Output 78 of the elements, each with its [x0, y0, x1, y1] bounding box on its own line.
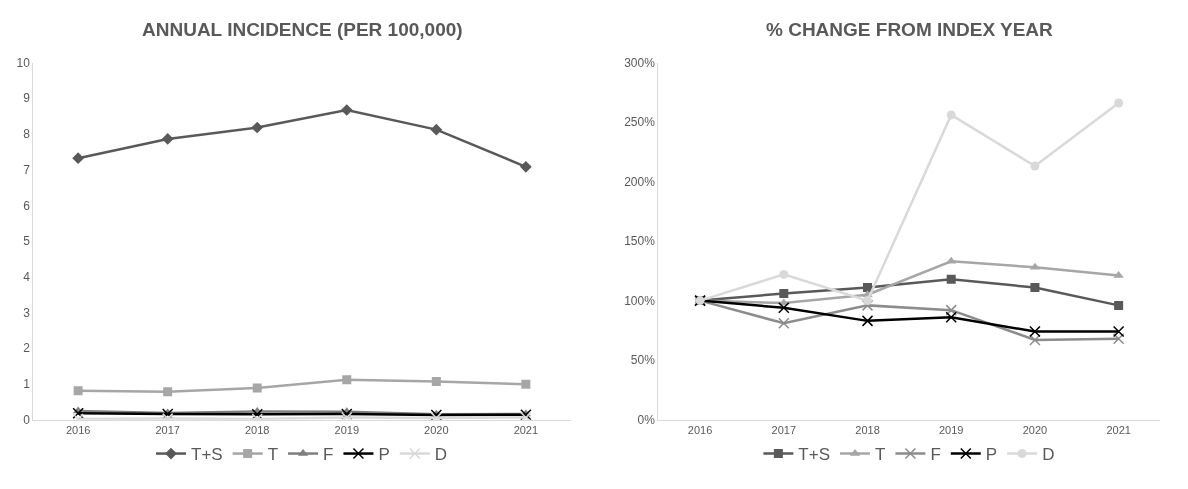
x-tick-label: 2016 — [687, 423, 713, 436]
x-tick-label: 2019 — [938, 423, 964, 436]
point — [946, 110, 956, 120]
legend-label: T+S — [191, 445, 223, 465]
legend-label: F — [930, 445, 941, 465]
legend-label: T+S — [798, 445, 831, 465]
point — [430, 123, 443, 136]
y-tick-label: 6 — [23, 198, 31, 213]
legend-label: D — [434, 445, 448, 465]
point — [1112, 332, 1125, 345]
x-tick-label: 2018 — [855, 423, 880, 436]
x-tick-label: 2017 — [771, 423, 797, 436]
x-tick-label: 2021 — [1106, 423, 1131, 436]
point — [1029, 334, 1041, 346]
x-tick-label: 2020 — [1022, 423, 1048, 436]
point — [778, 317, 790, 329]
legend-label: T — [267, 445, 279, 465]
legend-label: T — [875, 445, 886, 465]
point — [863, 283, 873, 293]
point — [778, 302, 790, 314]
point — [1112, 325, 1125, 338]
point — [72, 152, 84, 165]
point — [1114, 98, 1124, 108]
y-tick-label: 200% — [624, 174, 656, 189]
point — [1114, 300, 1124, 310]
x-tick-label: 2018 — [244, 423, 270, 436]
point — [521, 379, 531, 389]
y-tick-label: 3 — [23, 305, 31, 320]
y-tick-label: 5 — [23, 234, 31, 249]
y-tick-label: 50% — [630, 353, 656, 368]
point — [946, 256, 957, 264]
point — [73, 386, 83, 396]
y-tick-label: 1 — [23, 377, 31, 392]
x-tick-label: 2017 — [155, 423, 180, 436]
point — [340, 104, 353, 116]
point — [945, 304, 957, 316]
y-tick-label: 250% — [624, 115, 656, 130]
point — [161, 133, 174, 145]
point — [520, 160, 532, 173]
y-tick-label: 8 — [23, 127, 31, 142]
point — [251, 121, 264, 134]
point — [431, 376, 441, 386]
point — [779, 288, 789, 298]
chart-title: ANNUAL INCIDENCE (PER 100,000) — [142, 19, 463, 40]
point — [779, 269, 789, 279]
legend-label: D — [1042, 445, 1055, 465]
point — [946, 274, 956, 284]
y-tick-label: 10 — [16, 55, 31, 70]
point — [945, 311, 957, 324]
legend-label: P — [985, 445, 998, 465]
point — [163, 387, 173, 397]
y-tick-label: 7 — [23, 162, 31, 177]
y-tick-label: 300% — [624, 55, 656, 70]
point — [861, 315, 874, 327]
point — [1030, 283, 1040, 293]
y-tick-label: 0% — [637, 412, 656, 427]
legend-label: P — [378, 445, 390, 465]
y-tick-label: 100% — [624, 293, 656, 308]
x-tick-label: 2019 — [334, 423, 360, 436]
y-tick-label: 150% — [624, 234, 656, 249]
y-tick-label: 4 — [23, 270, 31, 285]
point — [251, 408, 263, 420]
point — [1030, 161, 1040, 171]
x-tick-label: 2016 — [65, 423, 91, 436]
point — [72, 407, 84, 419]
x-tick-label: 2021 — [513, 423, 539, 436]
y-tick-label: 0 — [23, 412, 31, 427]
legend-label: F — [323, 445, 334, 465]
x-tick-label: 2020 — [424, 423, 449, 436]
y-tick-label: 9 — [23, 91, 31, 106]
chart-title: % CHANGE FROM INDEX YEAR — [766, 19, 1054, 40]
point — [342, 375, 352, 385]
point — [252, 383, 262, 393]
y-tick-label: 2 — [23, 341, 31, 356]
point — [861, 299, 874, 312]
point — [863, 296, 873, 306]
point — [161, 408, 174, 420]
point — [1029, 325, 1041, 338]
